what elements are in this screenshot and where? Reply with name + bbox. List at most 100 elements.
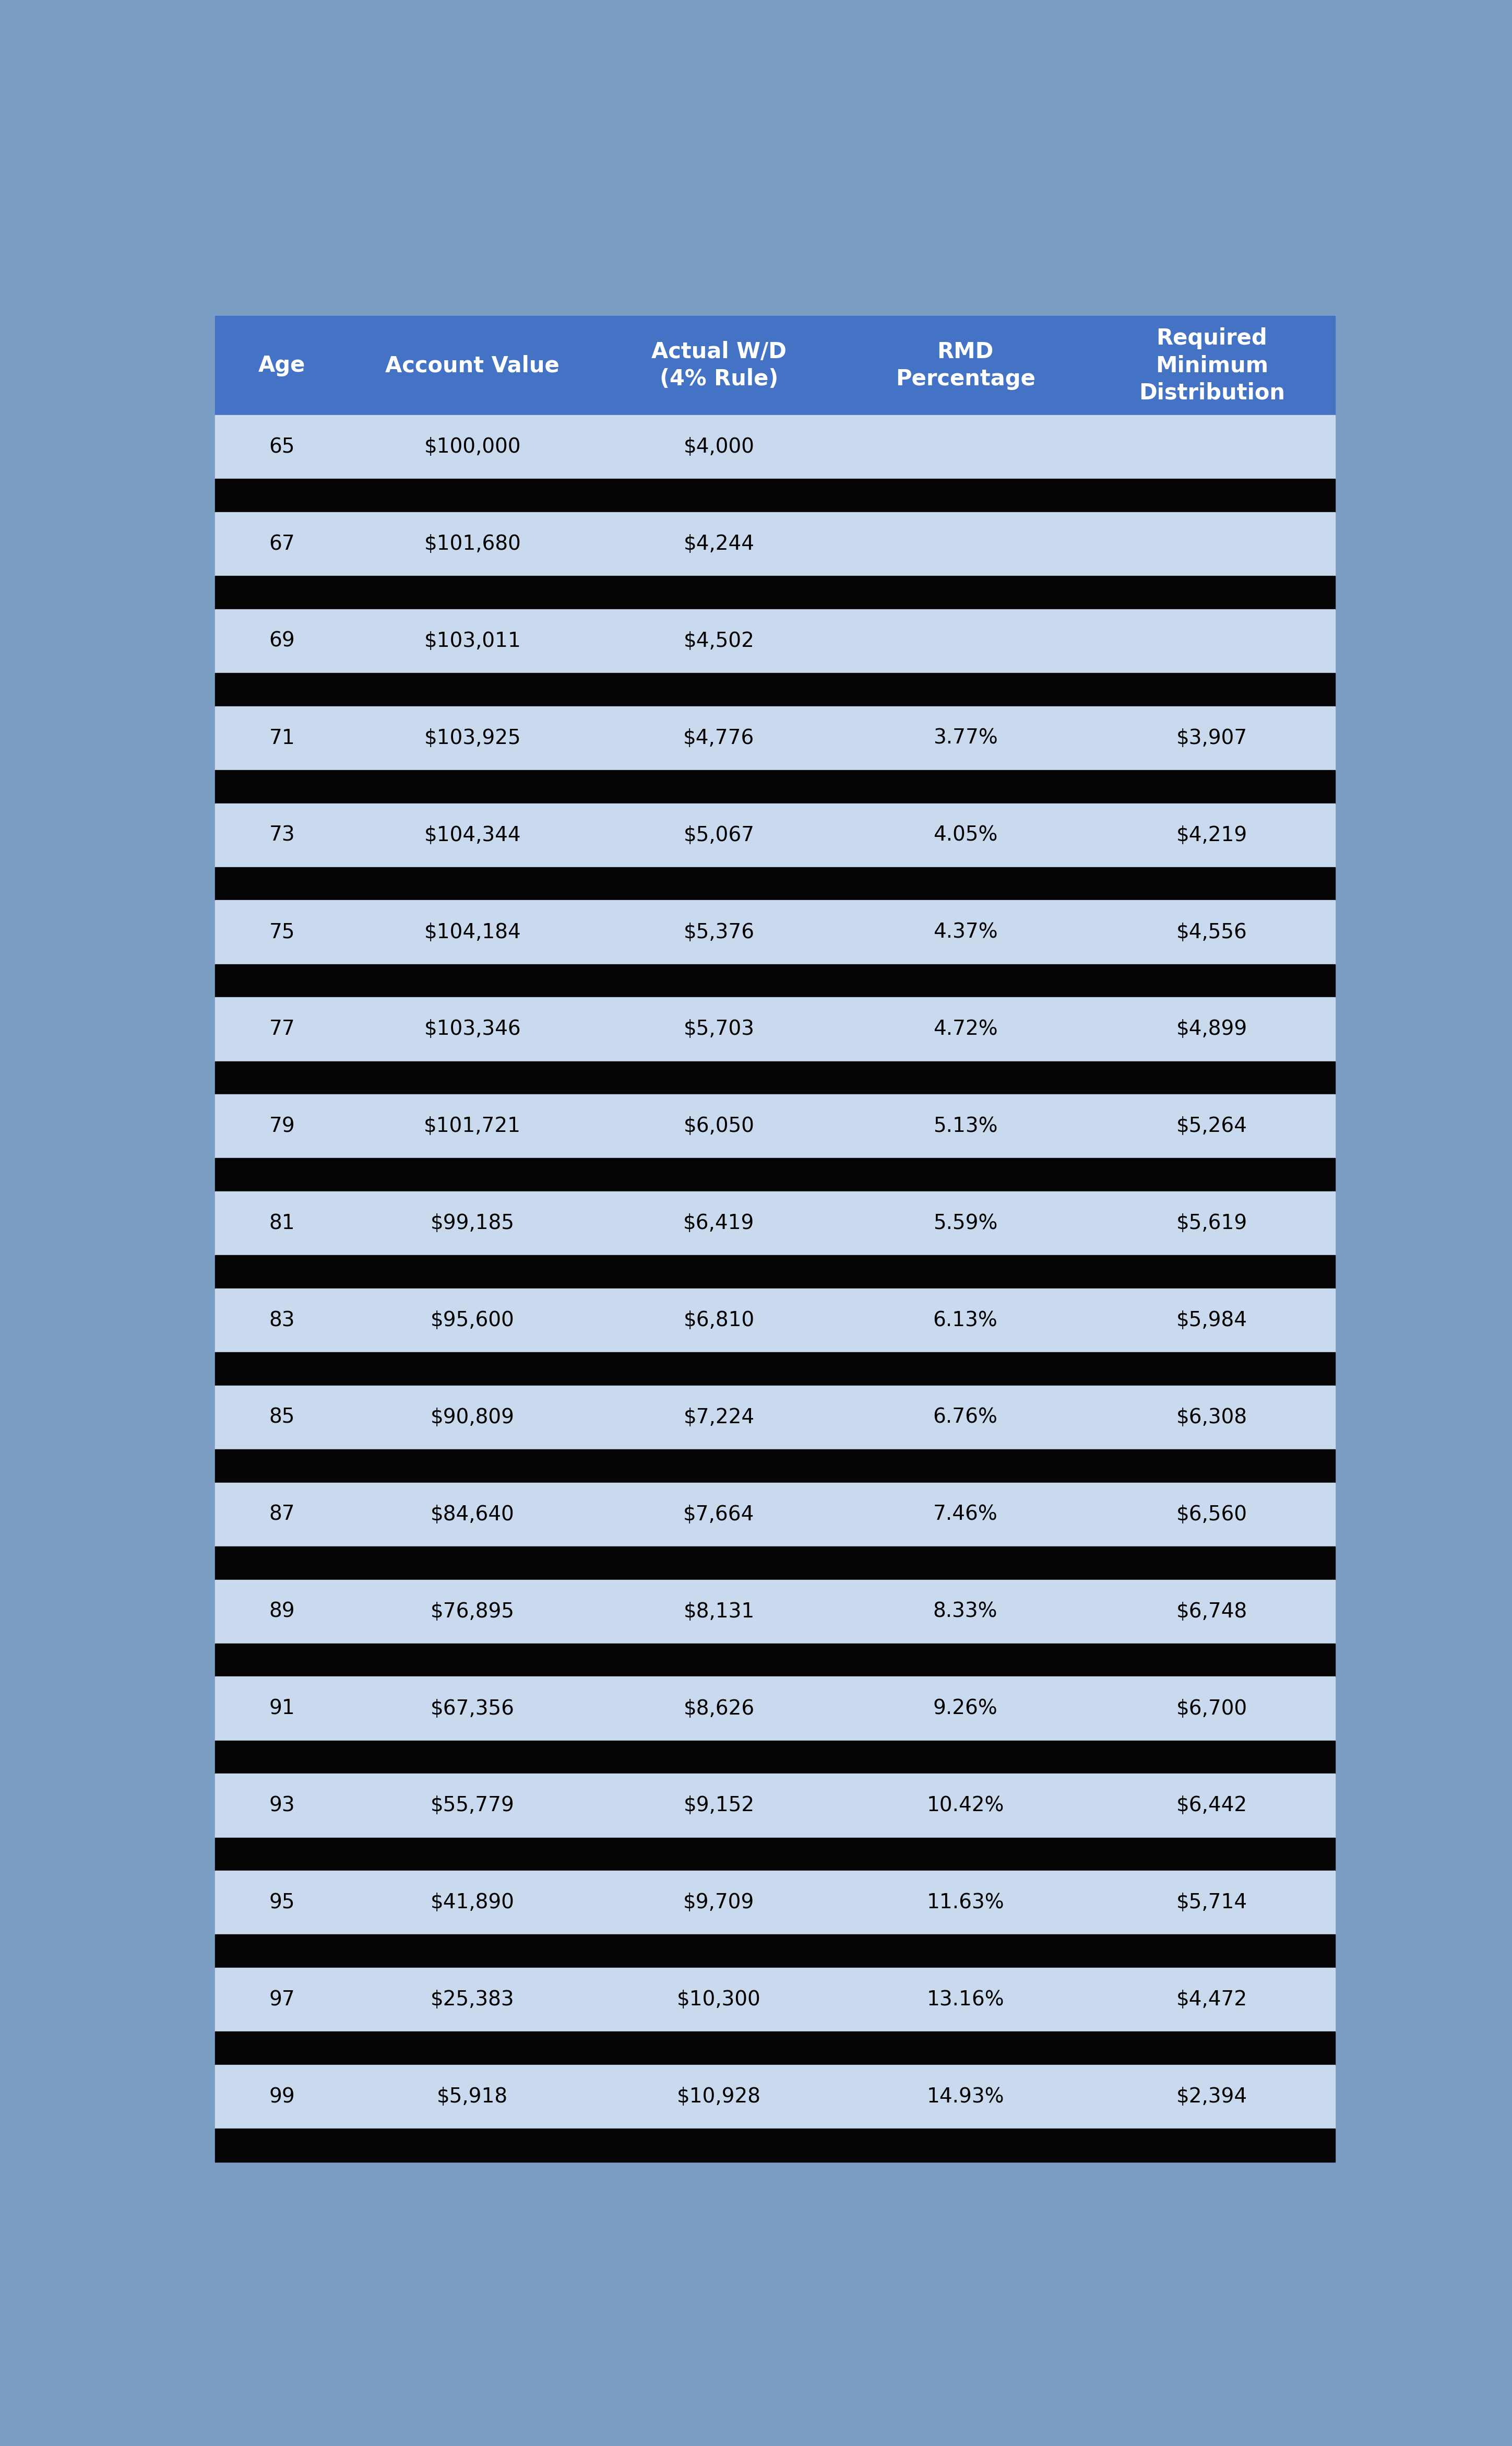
Text: $67,356: $67,356 (431, 1698, 514, 1720)
Text: $4,000: $4,000 (683, 438, 754, 457)
Text: $10,928: $10,928 (677, 2086, 761, 2106)
Text: $100,000: $100,000 (423, 438, 520, 457)
Bar (215, 2064, 1335, 2128)
Bar (215, 1871, 1335, 1935)
Text: $95,600: $95,600 (431, 1311, 514, 1331)
Text: $41,890: $41,890 (431, 1893, 514, 1913)
Text: $103,011: $103,011 (423, 631, 522, 651)
Text: $6,560: $6,560 (1176, 1504, 1247, 1524)
Text: $5,918: $5,918 (437, 2086, 508, 2106)
Bar (215, 707, 1335, 770)
Bar (215, 802, 1335, 866)
Bar (215, 1255, 1335, 1289)
Text: 4.05%: 4.05% (933, 824, 998, 846)
Text: $104,344: $104,344 (423, 824, 520, 846)
Bar (215, 1644, 1335, 1676)
Text: 6.13%: 6.13% (933, 1311, 998, 1331)
Text: 87: 87 (269, 1504, 295, 1524)
Bar (215, 1093, 1335, 1159)
Text: 4.72%: 4.72% (933, 1020, 998, 1040)
Text: $9,152: $9,152 (683, 1795, 754, 1815)
Text: 73: 73 (269, 824, 295, 846)
Text: 5.59%: 5.59% (933, 1213, 998, 1233)
Text: 97: 97 (269, 1989, 295, 2011)
Text: $6,308: $6,308 (1176, 1406, 1247, 1428)
Text: $4,502: $4,502 (683, 631, 754, 651)
Text: $6,442: $6,442 (1176, 1795, 1247, 1815)
Text: $4,776: $4,776 (683, 729, 754, 748)
Text: RMD
Percentage: RMD Percentage (895, 340, 1036, 389)
Text: 93: 93 (269, 1795, 295, 1815)
Bar (215, 2128, 1335, 2162)
Bar (215, 1384, 1335, 1450)
Text: $6,810: $6,810 (683, 1311, 754, 1331)
Text: 75: 75 (269, 922, 295, 942)
Text: $103,346: $103,346 (423, 1020, 522, 1040)
Bar (215, 609, 1335, 673)
Text: $5,714: $5,714 (1176, 1893, 1247, 1913)
Bar (215, 964, 1335, 998)
Text: 65: 65 (269, 438, 295, 457)
Bar (215, 1289, 1335, 1353)
Bar (215, 511, 1335, 575)
Text: $6,050: $6,050 (683, 1115, 754, 1137)
Text: 81: 81 (269, 1213, 295, 1233)
Text: 79: 79 (269, 1115, 295, 1137)
Text: $6,700: $6,700 (1176, 1698, 1247, 1720)
Text: 4.37%: 4.37% (933, 922, 998, 942)
Bar (215, 479, 1335, 511)
Text: Required
Minimum
Distribution: Required Minimum Distribution (1139, 328, 1285, 404)
Bar (215, 1935, 1335, 1967)
Text: 83: 83 (269, 1311, 295, 1331)
Text: $4,472: $4,472 (1176, 1989, 1247, 2011)
Text: 69: 69 (269, 631, 295, 651)
Text: $101,680: $101,680 (423, 533, 522, 553)
Text: 13.16%: 13.16% (927, 1989, 1004, 2011)
Text: $5,264: $5,264 (1176, 1115, 1247, 1137)
Bar (215, 900, 1335, 964)
Bar (215, 1742, 1335, 1773)
Bar (215, 1353, 1335, 1384)
Text: $7,664: $7,664 (683, 1504, 754, 1524)
Text: $5,376: $5,376 (683, 922, 754, 942)
Bar (215, 575, 1335, 609)
Text: Age: Age (259, 355, 305, 377)
Text: $76,895: $76,895 (431, 1602, 514, 1622)
Bar (215, 770, 1335, 802)
Bar (215, 1837, 1335, 1871)
Bar (215, 1967, 1335, 2033)
Text: $84,640: $84,640 (431, 1504, 514, 1524)
Text: $4,219: $4,219 (1176, 824, 1247, 846)
Text: $4,556: $4,556 (1176, 922, 1247, 942)
Text: $8,131: $8,131 (683, 1602, 754, 1622)
Bar (215, 2033, 1335, 2064)
Text: $4,899: $4,899 (1176, 1020, 1247, 1040)
Text: 89: 89 (269, 1602, 295, 1622)
Text: $2,394: $2,394 (1176, 2086, 1247, 2106)
Text: 99: 99 (269, 2086, 295, 2106)
Text: $5,984: $5,984 (1176, 1311, 1247, 1331)
Text: $7,224: $7,224 (683, 1406, 754, 1428)
Text: 3.77%: 3.77% (933, 729, 998, 748)
Bar (215, 1482, 1335, 1546)
Bar (215, 1546, 1335, 1580)
Bar (215, 866, 1335, 900)
Bar (215, 1676, 1335, 1742)
Text: 6.76%: 6.76% (933, 1406, 998, 1428)
Text: $6,748: $6,748 (1176, 1602, 1247, 1622)
Text: $5,067: $5,067 (683, 824, 754, 846)
Text: $90,809: $90,809 (431, 1406, 514, 1428)
Bar (215, 1773, 1335, 1837)
Text: 95: 95 (269, 1893, 295, 1913)
Bar (215, 316, 1335, 416)
Bar (215, 1159, 1335, 1191)
Bar (215, 673, 1335, 707)
Text: 85: 85 (269, 1406, 295, 1428)
Text: $6,419: $6,419 (683, 1213, 754, 1233)
Text: $55,779: $55,779 (431, 1795, 514, 1815)
Text: 8.33%: 8.33% (933, 1602, 998, 1622)
Text: Account Value: Account Value (386, 355, 559, 377)
Text: 7.46%: 7.46% (933, 1504, 998, 1524)
Text: $99,185: $99,185 (431, 1213, 514, 1233)
Text: $10,300: $10,300 (677, 1989, 761, 2011)
